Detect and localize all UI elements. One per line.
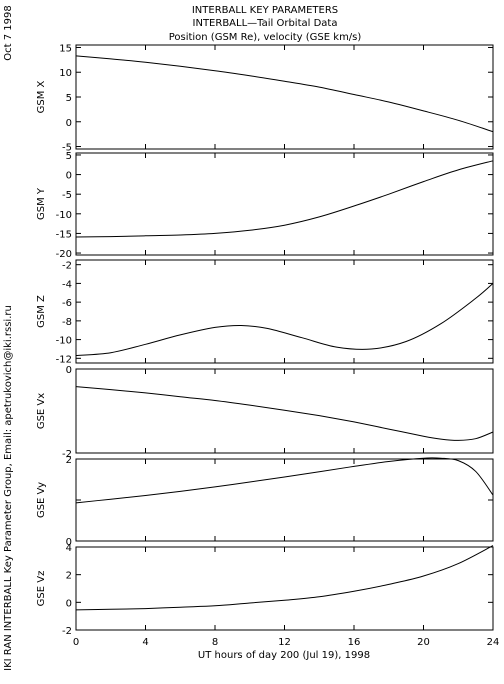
x-tick-label: 0 (73, 637, 79, 648)
y-axis-label: GSM Y (36, 187, 47, 220)
y-tick-label: 15 (59, 43, 72, 54)
series-line (75, 545, 494, 611)
y-tick-label: 2 (66, 571, 72, 582)
y-tick-label: 4 (66, 543, 72, 554)
y-tick-label: 2 (66, 455, 72, 466)
y-tick-label: -15 (56, 229, 72, 240)
credit-label: IKI RAN INTERBALL Key Parameter Group, E… (3, 305, 14, 671)
y-axis-label: GSE Vz (36, 571, 47, 607)
y-tick-label: 0 (66, 598, 72, 609)
y-axis-label: GSM X (36, 80, 47, 113)
x-tick-label: 24 (487, 637, 500, 648)
series-line (75, 386, 494, 441)
x-tick-label: 12 (278, 637, 291, 648)
x-tick-label: 20 (417, 637, 430, 648)
series-line (75, 283, 494, 356)
y-tick-label: -12 (56, 354, 72, 365)
x-tick-label: 4 (142, 637, 148, 648)
series-line (75, 55, 494, 133)
y-tick-label: -20 (56, 249, 72, 260)
series-line (75, 457, 494, 504)
y-tick-label: -2 (62, 261, 72, 272)
panel-frame (75, 44, 494, 150)
y-tick-label: 0 (66, 118, 72, 129)
y-tick-label: -8 (62, 317, 72, 328)
y-tick-label: 10 (59, 68, 72, 79)
y-axis-label: GSM Z (36, 295, 47, 328)
y-tick-label: -5 (62, 143, 72, 154)
y-tick-label: 0 (66, 537, 72, 548)
y-tick-label: -2 (62, 449, 72, 460)
y-axis-label: GSE Vx (36, 393, 47, 429)
chart-subtitle-2: Position (GSM Re), velocity (GSE km/s) (169, 32, 362, 43)
y-tick-label: -10 (56, 336, 72, 347)
chart-subtitle: INTERBALL—Tail Orbital Data (193, 18, 338, 29)
y-tick-label: -5 (62, 190, 72, 201)
y-tick-label: 0 (66, 365, 72, 376)
y-tick-label: -6 (62, 298, 72, 309)
panel-frame (75, 259, 494, 364)
x-tick-label: 8 (212, 637, 218, 648)
date-label: Oct 7 1998 (3, 5, 14, 60)
x-axis-label: UT hours of day 200 (Jul 19), 1998 (198, 650, 370, 661)
y-tick-label: -2 (62, 626, 72, 637)
x-tick-label: 16 (348, 637, 361, 648)
panel-frame (75, 546, 494, 631)
y-tick-label: -10 (56, 210, 72, 221)
panel-frame (75, 368, 494, 454)
y-tick-label: 5 (66, 151, 72, 162)
y-tick-label: 0 (66, 171, 72, 182)
y-axis-label: GSE Vy (36, 482, 47, 518)
panel-frame (75, 458, 494, 542)
y-tick-label: 5 (66, 93, 72, 104)
y-tick-label: -4 (62, 279, 72, 290)
panel-frame (75, 152, 494, 256)
chart-title: INTERBALL KEY PARAMETERS (192, 5, 338, 16)
series-line (75, 160, 494, 238)
